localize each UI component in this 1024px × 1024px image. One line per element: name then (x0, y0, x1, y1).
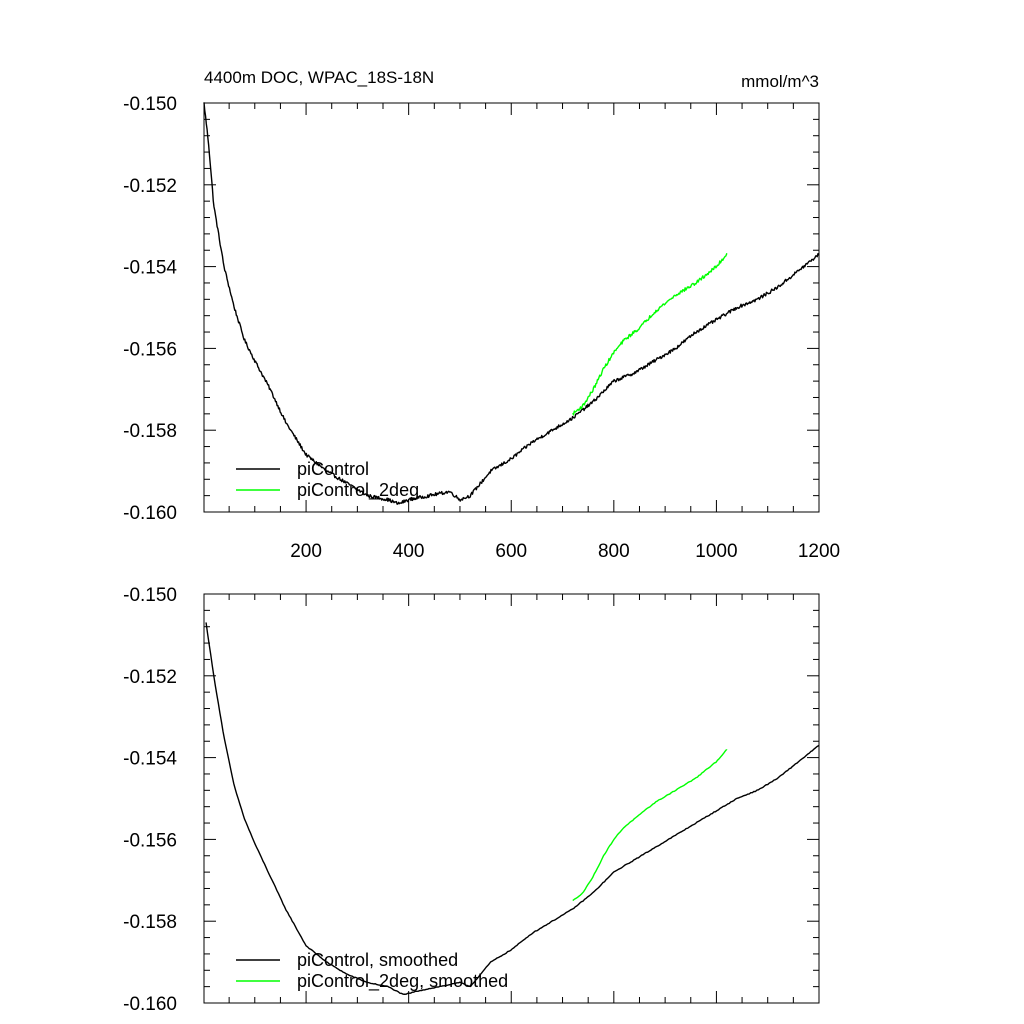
y-tick-label: -0.158 (123, 421, 177, 442)
legend-label: piControl_2deg (297, 480, 419, 501)
y-tick-label: -0.160 (123, 994, 177, 1015)
x-ticks-top (228, 103, 820, 512)
y-ticks-top (204, 102, 819, 513)
y-tick-label: -0.156 (123, 830, 177, 851)
series-line-black (203, 102, 820, 505)
y-ticks-bottom (204, 593, 819, 1004)
legend-label: piControl, smoothed (297, 950, 458, 970)
x-ticks-bottom (228, 594, 820, 1003)
legend-label: piControl (297, 459, 369, 479)
chart-title: 4400m DOC, WPAC_18S-18N (204, 68, 434, 87)
x-tick-label: 1200 (798, 541, 840, 562)
x-tick-label: 1000 (695, 541, 737, 562)
y-tick-label: -0.158 (123, 912, 177, 933)
y-tick-label: -0.156 (123, 339, 177, 360)
plot-frame-top (203, 102, 820, 513)
y-tick-label: -0.152 (123, 176, 177, 197)
y-tick-label: -0.154 (123, 258, 177, 279)
panel-bottom: -0.150 -0.152 -0.154 -0.156 -0.158 -0.160 piCo… (123, 585, 820, 1015)
panel-top: -0.150 -0.152 -0.154 -0.156 -0.158 -0.160 200 4… (123, 68, 840, 562)
x-tick-label: 800 (598, 541, 630, 562)
units-label: mmol/m^3 (741, 72, 819, 91)
legend-label: piControl_2deg, smoothed (297, 971, 508, 992)
x-tick-label: 400 (393, 541, 425, 562)
y-tick-label: -0.154 (123, 749, 177, 770)
x-tick-label: 200 (290, 541, 322, 562)
x-tick-label: 600 (495, 541, 527, 562)
series-line-green (572, 253, 728, 416)
y-tick-label: -0.150 (123, 94, 177, 115)
y-tick-label: -0.152 (123, 667, 177, 688)
y-tick-label: -0.160 (123, 503, 177, 524)
series-line-black (205, 622, 820, 995)
plot-frame-bottom (203, 593, 820, 1004)
y-tick-label: -0.150 (123, 585, 177, 606)
series-line-green (572, 748, 728, 902)
